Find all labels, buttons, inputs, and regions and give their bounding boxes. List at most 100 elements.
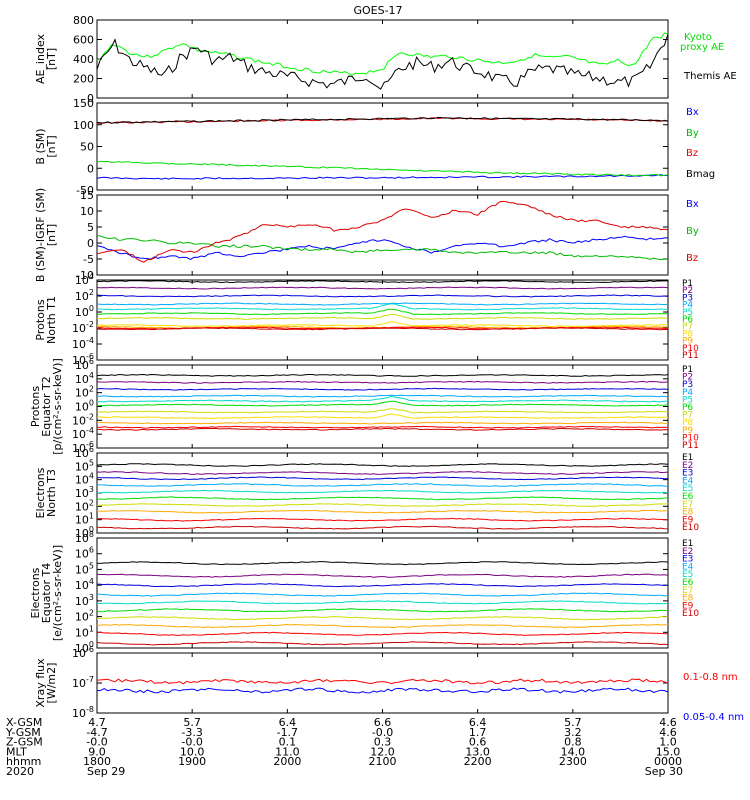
series-e3	[96, 476, 669, 481]
legend-entry: E8	[682, 594, 694, 604]
legend-entry: Bz	[686, 253, 698, 264]
footer-value: 1.0	[659, 736, 677, 749]
footer-value: 4.6	[659, 716, 677, 729]
series-e6	[96, 496, 669, 501]
legend-entry: P2	[682, 373, 693, 383]
y-axis-label: Protons	[34, 299, 47, 340]
series-bx	[96, 174, 669, 180]
legend-entry: P7	[682, 411, 693, 421]
legend-entry: Bz	[686, 148, 698, 159]
series-e1	[96, 463, 669, 467]
y-tick-label: -5	[83, 253, 94, 266]
series-p1	[96, 373, 669, 377]
legend-entry: P7	[682, 322, 693, 332]
series-p10	[96, 425, 669, 429]
y-tick-label: 106	[75, 546, 94, 561]
y-tick-label: 104	[75, 371, 94, 386]
footer-value: 13.0	[465, 745, 490, 758]
y-axis-label: Equator T4	[40, 563, 53, 623]
legend-entry: Bx	[686, 199, 699, 210]
y-axis-label: AE_index	[34, 33, 47, 84]
y-tick-label: 50	[80, 141, 94, 154]
legend-entry: E3	[682, 555, 693, 565]
legend-entry: E3	[682, 469, 693, 479]
footer-value: -3.3	[181, 726, 202, 739]
legend-entry: Themis AE	[683, 71, 737, 82]
y-axis-label: Xray flux	[34, 658, 47, 708]
y-tick-label: 103	[75, 593, 94, 608]
series-p5	[97, 303, 669, 311]
legend-entry: E7	[682, 586, 693, 596]
y-tick-label: 10-2	[72, 412, 94, 427]
legend-entry: P11	[682, 351, 699, 361]
footer-value: 0.1	[279, 736, 297, 749]
legend-entry: Kyoto	[684, 32, 712, 43]
legend-entry: E9	[682, 601, 694, 611]
y-axis-label: [nT]	[45, 224, 58, 246]
footer-row-label: Y-GSM	[5, 726, 41, 739]
footer-value: 2300	[559, 755, 587, 768]
panel-3: B (SM)-IGRF (SM)[nT] 15 10 5 0 -5 -10 Bx By Bz	[34, 188, 699, 282]
y-axis-label: [p/(cm²-s-sr-keV)]	[51, 358, 64, 455]
y-tick-label: 10-6	[72, 645, 94, 660]
footer-value: 5.7	[183, 716, 201, 729]
y-axis-label: Protons	[29, 386, 42, 427]
series-e2	[96, 471, 669, 475]
y-axis-label: Equator T2	[40, 376, 53, 436]
series-e10	[96, 525, 669, 530]
legend-entry: P5	[682, 308, 693, 318]
series-p1	[96, 280, 669, 284]
legend-entry: E9	[682, 515, 694, 525]
y-tick-label: 0	[87, 237, 94, 250]
footer-value: 1800	[83, 755, 111, 768]
footer-value: 2100	[369, 755, 397, 768]
panel-2: B (SM)[nT] 150 100 50 0 -50 Bx By Bz Bmag	[34, 97, 715, 197]
series-p7	[96, 313, 669, 320]
y-axis-label: [e/(cm²-s-sr-keV)]	[51, 545, 64, 641]
series-p11	[96, 427, 669, 431]
footer-value: 4.6	[659, 726, 677, 739]
legend-entry: P8	[682, 418, 693, 428]
y-tick-label: 102	[75, 288, 94, 303]
legend-entry: 0.1-0.8 nm	[683, 672, 738, 683]
y-tick-label: 10-4	[72, 336, 94, 351]
legend-entry: P5	[682, 395, 693, 405]
y-tick-label: 106	[75, 357, 94, 372]
y-axis-label: North T3	[45, 469, 58, 517]
y-tick-label: -10	[76, 269, 94, 282]
y-axis-label: [nT]	[45, 135, 58, 157]
series-e8	[96, 623, 669, 629]
series-e1	[96, 561, 669, 566]
y-tick-label: 15	[80, 189, 94, 202]
footer-value: 9.0	[88, 745, 106, 758]
footer-row-label: X-GSM	[6, 716, 42, 729]
series-p3	[96, 294, 669, 298]
series-p9	[96, 421, 669, 425]
footer-value: 15.0	[656, 745, 681, 758]
y-tick-label: 105	[75, 561, 94, 576]
series-xray-0	[96, 678, 669, 685]
legend-entry: Bx	[686, 107, 699, 118]
legend-entry: E2	[682, 547, 693, 557]
footer-value: 6.6	[374, 716, 392, 729]
footer-value: 2000	[273, 755, 301, 768]
y-tick-label: 0	[87, 92, 94, 105]
y-tick-label: 600	[73, 34, 94, 47]
y-tick-label: 100	[75, 640, 94, 655]
series-p11	[96, 327, 669, 331]
y-tick-label: 0	[87, 162, 94, 175]
legend-entry: P2	[682, 286, 693, 296]
y-tick-label: 800	[73, 14, 94, 27]
y-tick-label: 106	[75, 445, 94, 460]
footer-value: 5.7	[564, 716, 582, 729]
footer-value: 0.3	[374, 736, 392, 749]
y-tick-label: 105	[75, 458, 94, 473]
y-tick-label: 10-8	[72, 705, 94, 720]
panel-8: Xray flux[W/m2] 10-6 10-7 10-8 0.1-0.8 nm 0.0…	[34, 645, 744, 723]
y-axis-label: B (SM)-IGRF (SM)	[34, 188, 47, 282]
y-axis-label: [W/m2]	[45, 663, 58, 704]
series-e7	[96, 503, 669, 507]
legend-entry: E4	[682, 562, 694, 572]
